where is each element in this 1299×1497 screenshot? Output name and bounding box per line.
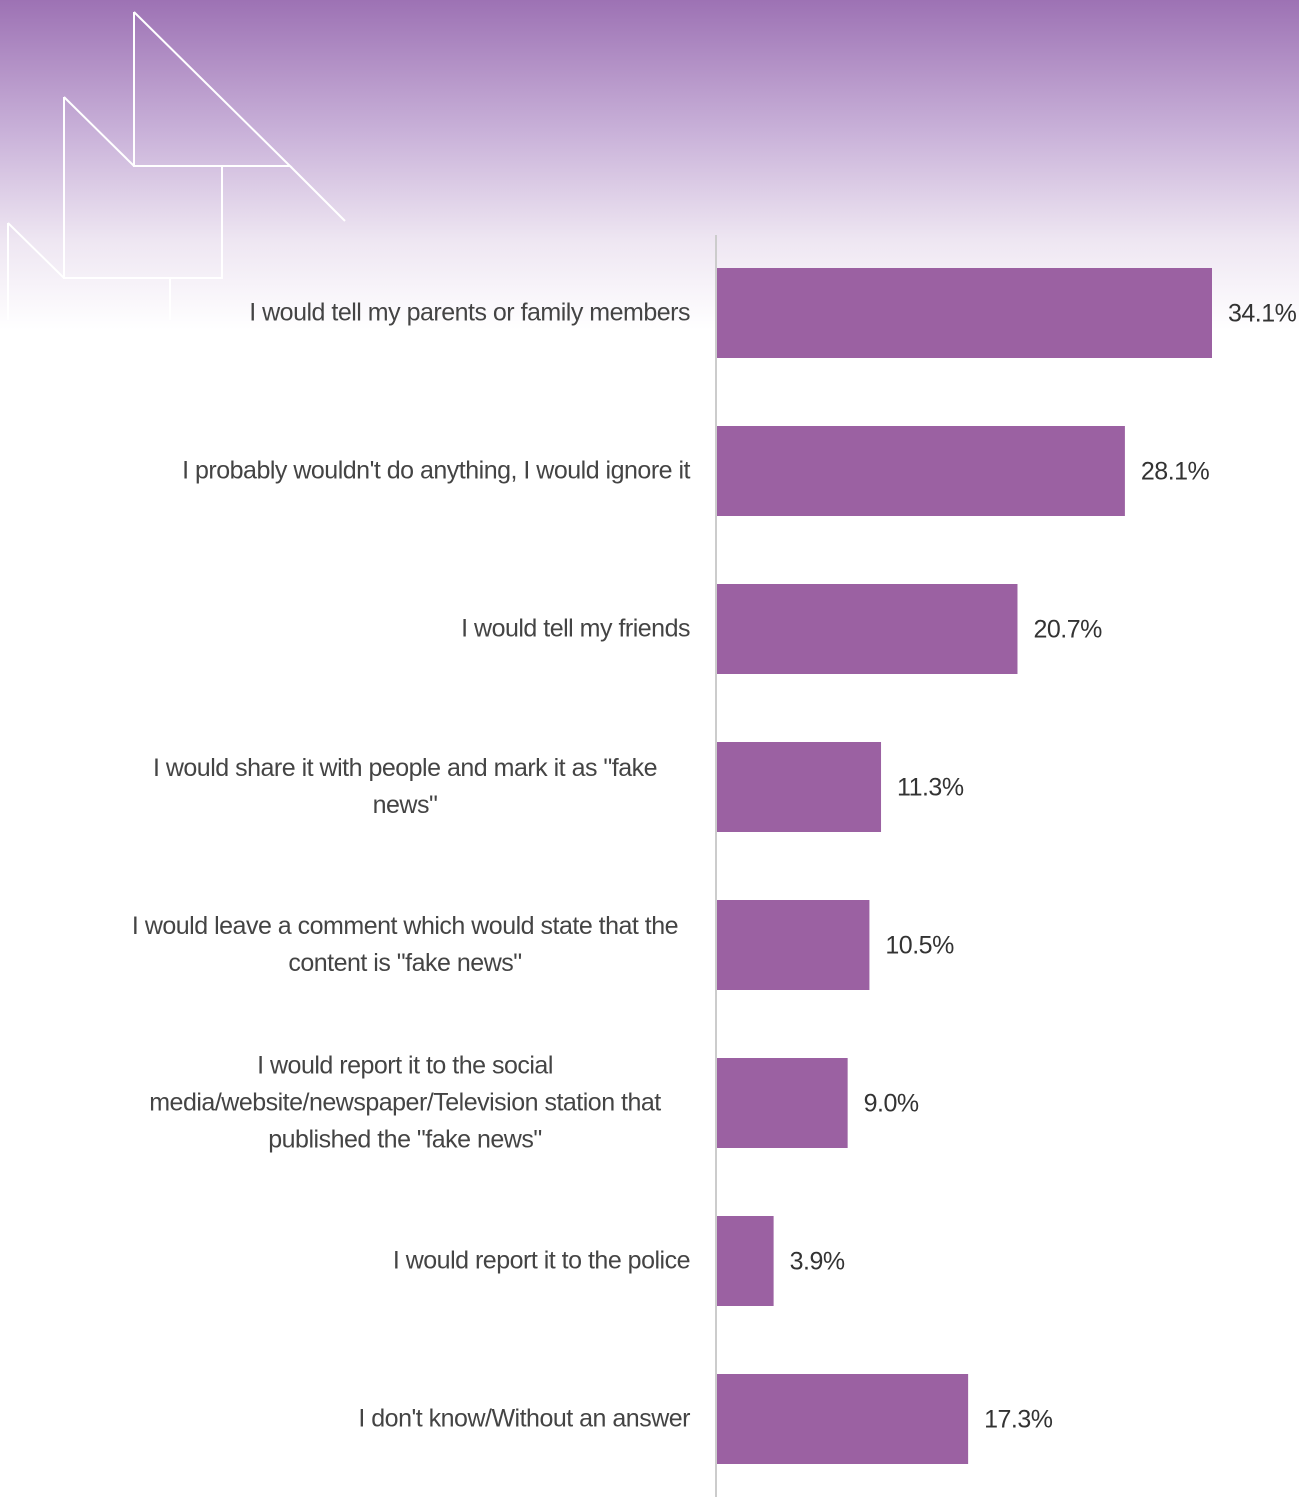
value-label: 10.5% [885, 932, 954, 960]
bar [717, 584, 1018, 674]
value-label: 20.7% [1033, 616, 1102, 644]
value-label: 34.1% [1228, 300, 1297, 328]
category-label: I probably wouldn't do anything, I would… [182, 456, 690, 485]
bar [717, 1058, 848, 1148]
bar [717, 1216, 774, 1306]
value-label: 9.0% [864, 1090, 919, 1118]
value-label: 28.1% [1141, 458, 1210, 486]
bar [717, 426, 1125, 516]
category-label: I would tell my parents or family member… [249, 298, 690, 327]
value-label: 3.9% [790, 1248, 845, 1276]
bar [717, 1374, 969, 1464]
category-label: I would tell my friends [461, 614, 690, 643]
bar [717, 742, 882, 832]
category-label: I would report it to the social media/we… [149, 1051, 661, 1154]
decoration [7, 11, 346, 320]
bar [717, 900, 870, 990]
value-label: 17.3% [984, 1406, 1053, 1434]
value-label: 11.3% [897, 774, 964, 802]
category-label: I would leave a comment which would stat… [131, 912, 679, 977]
bar [717, 268, 1212, 358]
category-label: I don't know/Without an answer [358, 1404, 690, 1433]
category-label: I would report it to the police [392, 1246, 691, 1275]
category-label: I would share it with people and mark it… [152, 754, 658, 819]
